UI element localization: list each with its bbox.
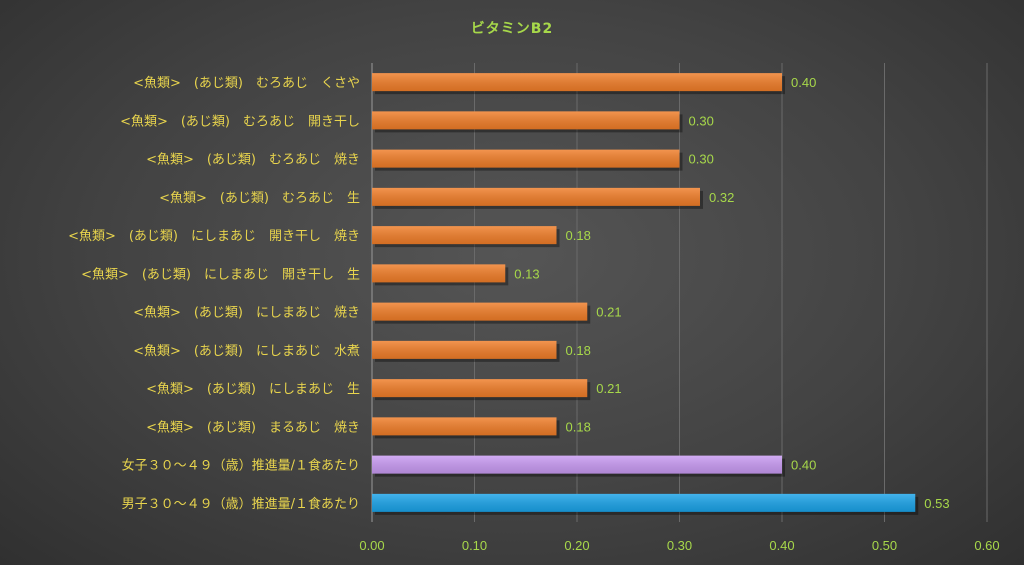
bar-highlight: [372, 455, 782, 474]
data-label: 0.18: [566, 419, 591, 434]
x-tick-label: 0.00: [359, 538, 384, 553]
data-label: 0.21: [596, 305, 621, 320]
data-label: 0.40: [791, 75, 816, 90]
x-tick-label: 0.10: [462, 538, 487, 553]
data-label: 0.53: [924, 496, 949, 511]
bar-highlight: [372, 149, 680, 168]
data-label: 0.30: [689, 152, 714, 167]
x-tick-label: 0.30: [667, 538, 692, 553]
x-tick-label: 0.20: [564, 538, 589, 553]
category-label: <魚類> (あじ類) にしまあじ 生: [146, 382, 360, 397]
x-tick-label: 0.60: [974, 538, 999, 553]
category-label: 女子３０～４９（歳）推進量/１食あたり: [122, 458, 360, 474]
data-label: 0.18: [566, 228, 591, 243]
bar-highlight: [372, 379, 588, 398]
category-label: <魚類> (あじ類) にしまあじ 開き干し 焼き: [68, 229, 360, 244]
data-label: 0.40: [791, 458, 816, 473]
bar-highlight: [372, 340, 557, 359]
bar-highlight: [372, 302, 588, 321]
bar-highlight: [372, 226, 557, 245]
category-label: <魚類> (あじ類) にしまあじ 水煮: [133, 344, 360, 359]
data-label: 0.32: [709, 190, 734, 205]
bar-highlight: [372, 264, 506, 283]
category-label: <魚類> (あじ類) むろあじ 焼き: [146, 153, 360, 168]
category-label: <魚類> (あじ類) にしまあじ 開き干し 生: [81, 267, 360, 282]
bar-highlight: [372, 187, 700, 206]
category-label: <魚類> (あじ類) むろあじ 生: [159, 191, 360, 206]
category-label: <魚類> (あじ類) むろあじ くさや: [133, 76, 360, 91]
category-label: <魚類> (あじ類) むろあじ 開き干し: [120, 114, 360, 129]
chart-title: ビタミンB2: [470, 21, 554, 37]
category-label: <魚類> (あじ類) まるあじ 焼き: [146, 420, 360, 435]
category-label: <魚類> (あじ類) にしまあじ 焼き: [133, 306, 360, 321]
bar-highlight: [372, 493, 916, 512]
data-label: 0.30: [689, 113, 714, 128]
x-tick-label: 0.50: [872, 538, 897, 553]
data-label: 0.13: [514, 266, 539, 281]
bar-highlight: [372, 73, 782, 92]
x-tick-label: 0.40: [769, 538, 794, 553]
bar-highlight: [372, 111, 680, 130]
data-label: 0.21: [596, 381, 621, 396]
data-label: 0.18: [566, 343, 591, 358]
bar-highlight: [372, 417, 557, 436]
category-label: 男子３０～４９（歳）推進量/１食あたり: [122, 496, 360, 512]
